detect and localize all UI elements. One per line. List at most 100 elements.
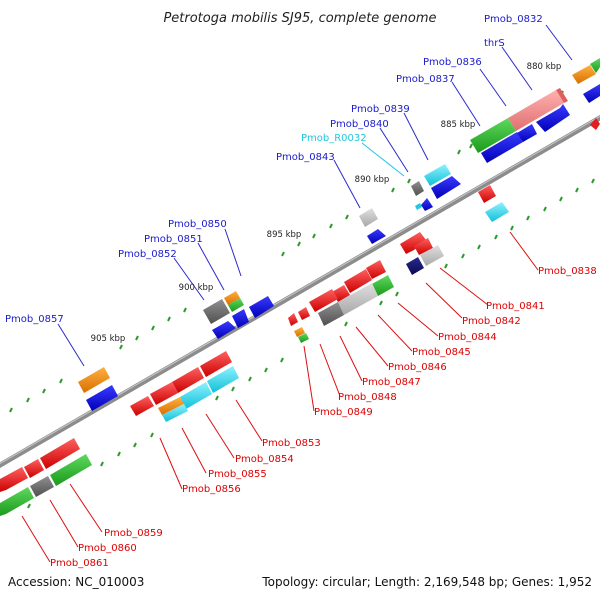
gene-red[interactable] <box>414 238 433 255</box>
leader-lines-top <box>57 24 573 367</box>
gene-labels-top: Pmob_0832 thrS Pmob_0836 Pmob_0837 Pmob_… <box>5 14 543 325</box>
gene-label[interactable]: Pmob_0840 <box>330 119 389 130</box>
scale-label: 880 kbp <box>527 62 562 72</box>
gene-label[interactable]: Pmob_0837 <box>396 74 455 85</box>
gene-red[interactable] <box>590 118 600 130</box>
scale-label: 900 kbp <box>179 283 214 293</box>
gene-cyan[interactable] <box>485 202 509 222</box>
leader-lines-bottom <box>21 231 539 563</box>
gene-red[interactable] <box>309 289 338 312</box>
gene-label[interactable]: Pmob_0856 <box>182 484 241 495</box>
gene-red[interactable] <box>288 313 298 326</box>
gene-red[interactable] <box>172 367 204 393</box>
gene-label[interactable]: Pmob_0850 <box>168 219 227 230</box>
gene-label[interactable]: Pmob_0851 <box>144 234 203 245</box>
gene-orange[interactable] <box>572 65 596 84</box>
gene-lightgray[interactable] <box>420 245 444 266</box>
gene-label[interactable]: Pmob_0847 <box>362 377 421 388</box>
gene-red[interactable] <box>200 351 232 377</box>
gene-label[interactable]: Pmob_0841 <box>486 301 545 312</box>
accession-text: Accession: NC_010003 <box>8 575 144 589</box>
gene-blue[interactable] <box>367 229 386 244</box>
gene-label[interactable]: Pmob_0855 <box>208 469 267 480</box>
gene-lightgray[interactable] <box>359 208 378 227</box>
gene-green[interactable] <box>298 333 309 343</box>
gene-label[interactable]: thrS <box>484 38 505 49</box>
gene-pink-end[interactable] <box>556 88 568 103</box>
gene-label[interactable]: Pmob_R0032 <box>301 133 367 144</box>
gene-labels-bottom: Pmob_0838 Pmob_0841 Pmob_0842 Pmob_0844 … <box>50 266 597 569</box>
gene-cyan[interactable] <box>180 382 212 409</box>
gene-label[interactable]: Pmob_0853 <box>262 438 321 449</box>
gene-green[interactable] <box>470 118 516 153</box>
gene-blue[interactable] <box>481 132 523 163</box>
gene-blue[interactable] <box>86 385 118 411</box>
gene-label[interactable]: Pmob_0846 <box>388 362 447 373</box>
genes-plus-strand <box>78 58 600 411</box>
gene-blue[interactable] <box>517 124 537 142</box>
gene-red[interactable] <box>0 467 28 492</box>
gene-orange[interactable] <box>294 327 305 337</box>
gene-blue[interactable] <box>421 198 433 211</box>
gene-label[interactable]: Pmob_0861 <box>50 558 109 569</box>
gene-label[interactable]: Pmob_0839 <box>351 104 410 115</box>
gene-label[interactable]: Pmob_0845 <box>412 347 471 358</box>
gene-thrS[interactable] <box>508 90 564 131</box>
gene-green[interactable] <box>372 275 394 296</box>
gene-rna-cyan[interactable] <box>415 203 422 210</box>
gene-label[interactable]: Pmob_0860 <box>78 543 137 554</box>
gene-red[interactable] <box>366 260 386 279</box>
gene-blue[interactable] <box>536 104 570 132</box>
gene-label[interactable]: Pmob_0836 <box>423 57 482 68</box>
gene-orange[interactable] <box>224 291 240 305</box>
gene-blue[interactable] <box>431 176 461 199</box>
gene-label[interactable]: Pmob_0854 <box>235 454 294 465</box>
gene-gray[interactable] <box>203 299 230 324</box>
gene-gray[interactable] <box>30 476 54 497</box>
gene-cyan[interactable] <box>424 164 451 186</box>
gene-label[interactable]: Pmob_0844 <box>438 332 497 343</box>
genome-backbone <box>0 114 600 468</box>
gene-navy[interactable] <box>406 257 424 275</box>
gene-label[interactable]: Pmob_0857 <box>5 314 64 325</box>
gene-gray[interactable] <box>318 302 344 326</box>
gene-blue[interactable] <box>212 321 236 339</box>
gene-red[interactable] <box>150 382 178 405</box>
gene-cyan[interactable] <box>162 404 188 422</box>
gene-green[interactable] <box>228 298 244 312</box>
gene-red[interactable] <box>40 438 80 469</box>
gene-gray[interactable] <box>411 181 424 196</box>
scale-label: 905 kbp <box>91 334 126 344</box>
gene-lightgray[interactable] <box>338 283 378 315</box>
gene-blue[interactable] <box>249 296 274 318</box>
gene-label[interactable]: Pmob_0849 <box>314 407 373 418</box>
gene-label[interactable]: Pmob_0832 <box>484 14 543 25</box>
scale-ticks-lower <box>27 178 595 509</box>
gene-red[interactable] <box>130 396 154 416</box>
gene-label[interactable]: Pmob_0859 <box>104 528 163 539</box>
gene-green[interactable] <box>0 487 34 516</box>
scale-label: 890 kbp <box>355 175 390 185</box>
gene-label[interactable]: Pmob_0838 <box>538 266 597 277</box>
gene-label[interactable]: Pmob_0848 <box>338 392 397 403</box>
gene-orange[interactable] <box>158 397 184 415</box>
gene-red[interactable] <box>24 459 44 478</box>
gene-orange[interactable] <box>78 367 110 393</box>
gene-red[interactable] <box>344 269 372 293</box>
gene-label[interactable]: Pmob_0852 <box>118 249 177 260</box>
gene-blue[interactable] <box>583 84 600 103</box>
gene-blue[interactable] <box>232 309 249 328</box>
gene-red[interactable] <box>478 185 496 203</box>
genes-minus-strand <box>0 118 600 516</box>
gene-red[interactable] <box>298 307 310 320</box>
gene-red[interactable] <box>400 232 426 254</box>
gene-green[interactable] <box>590 58 600 73</box>
gene-label[interactable]: Pmob_0843 <box>276 152 335 163</box>
gene-label[interactable]: Pmob_0842 <box>462 316 521 327</box>
gene-cyan[interactable] <box>207 366 239 393</box>
gene-green[interactable] <box>50 454 92 486</box>
scale-ticks-upper <box>9 90 564 413</box>
genome-title: Petrotoga mobilis SJ95, complete genome <box>163 11 436 26</box>
